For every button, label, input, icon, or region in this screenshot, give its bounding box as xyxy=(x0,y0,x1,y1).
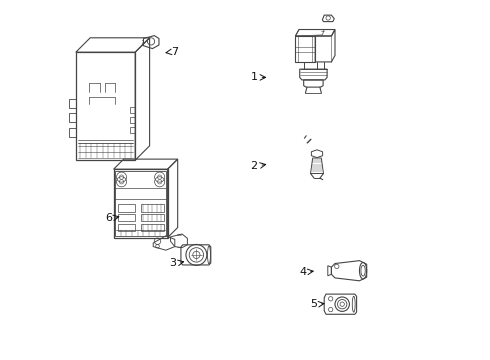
Text: 3: 3 xyxy=(170,258,176,268)
Text: 2: 2 xyxy=(250,161,258,171)
Bar xyxy=(118,224,135,231)
Bar xyxy=(141,224,164,231)
Bar xyxy=(116,171,166,236)
Bar xyxy=(141,204,164,212)
Text: 6: 6 xyxy=(105,213,112,223)
Bar xyxy=(141,214,164,221)
Text: 4: 4 xyxy=(299,267,306,277)
Bar xyxy=(118,204,135,212)
Text: 7: 7 xyxy=(171,47,178,57)
Text: 1: 1 xyxy=(250,72,258,82)
Text: 5: 5 xyxy=(310,299,317,309)
Bar xyxy=(118,214,135,221)
